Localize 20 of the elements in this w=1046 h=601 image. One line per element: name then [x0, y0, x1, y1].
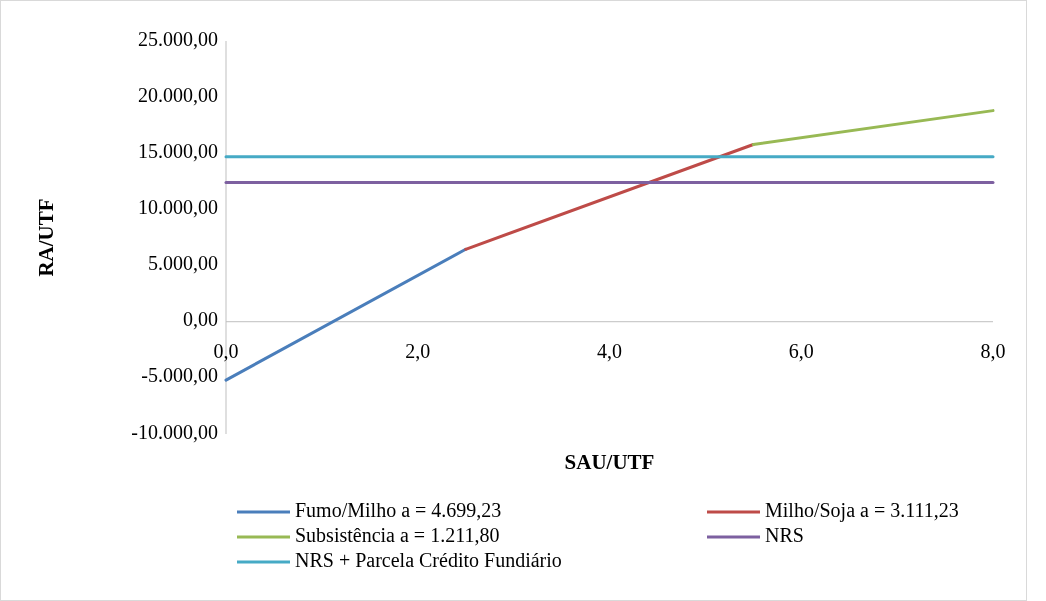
- y-tick-label: 20.000,00: [138, 83, 218, 106]
- y-tick-label: 10.000,00: [138, 196, 218, 219]
- y-axis-title: RA/UTF: [33, 198, 58, 277]
- legend-label: NRS + Parcela Crédito Fundiário: [295, 548, 562, 571]
- y-tick-label: 5.000,00: [148, 252, 218, 275]
- x-tick-label: 4,0: [597, 339, 622, 362]
- legend-label: Subsistência a = 1.211,80: [295, 523, 500, 546]
- y-tick-label: 0,00: [183, 308, 218, 331]
- legend-label: Milho/Soja a = 3.111,23: [765, 498, 959, 522]
- y-tick-label: -10.000,00: [131, 420, 218, 443]
- x-tick-label: 2,0: [405, 339, 431, 362]
- y-tick-label: 15.000,00: [138, 139, 218, 162]
- y-tick-label: -5.000,00: [141, 364, 218, 387]
- x-tick-label: 6,0: [788, 339, 814, 362]
- legend-label: NRS: [765, 523, 804, 546]
- x-axis-title: SAU/UTF: [564, 450, 655, 474]
- legend-label: Fumo/Milho a = 4.699,23: [295, 498, 502, 521]
- y-tick-label: 25.000,00: [138, 27, 218, 50]
- x-tick-label: 0,0: [213, 339, 239, 362]
- x-tick-label: 8,0: [980, 339, 1006, 362]
